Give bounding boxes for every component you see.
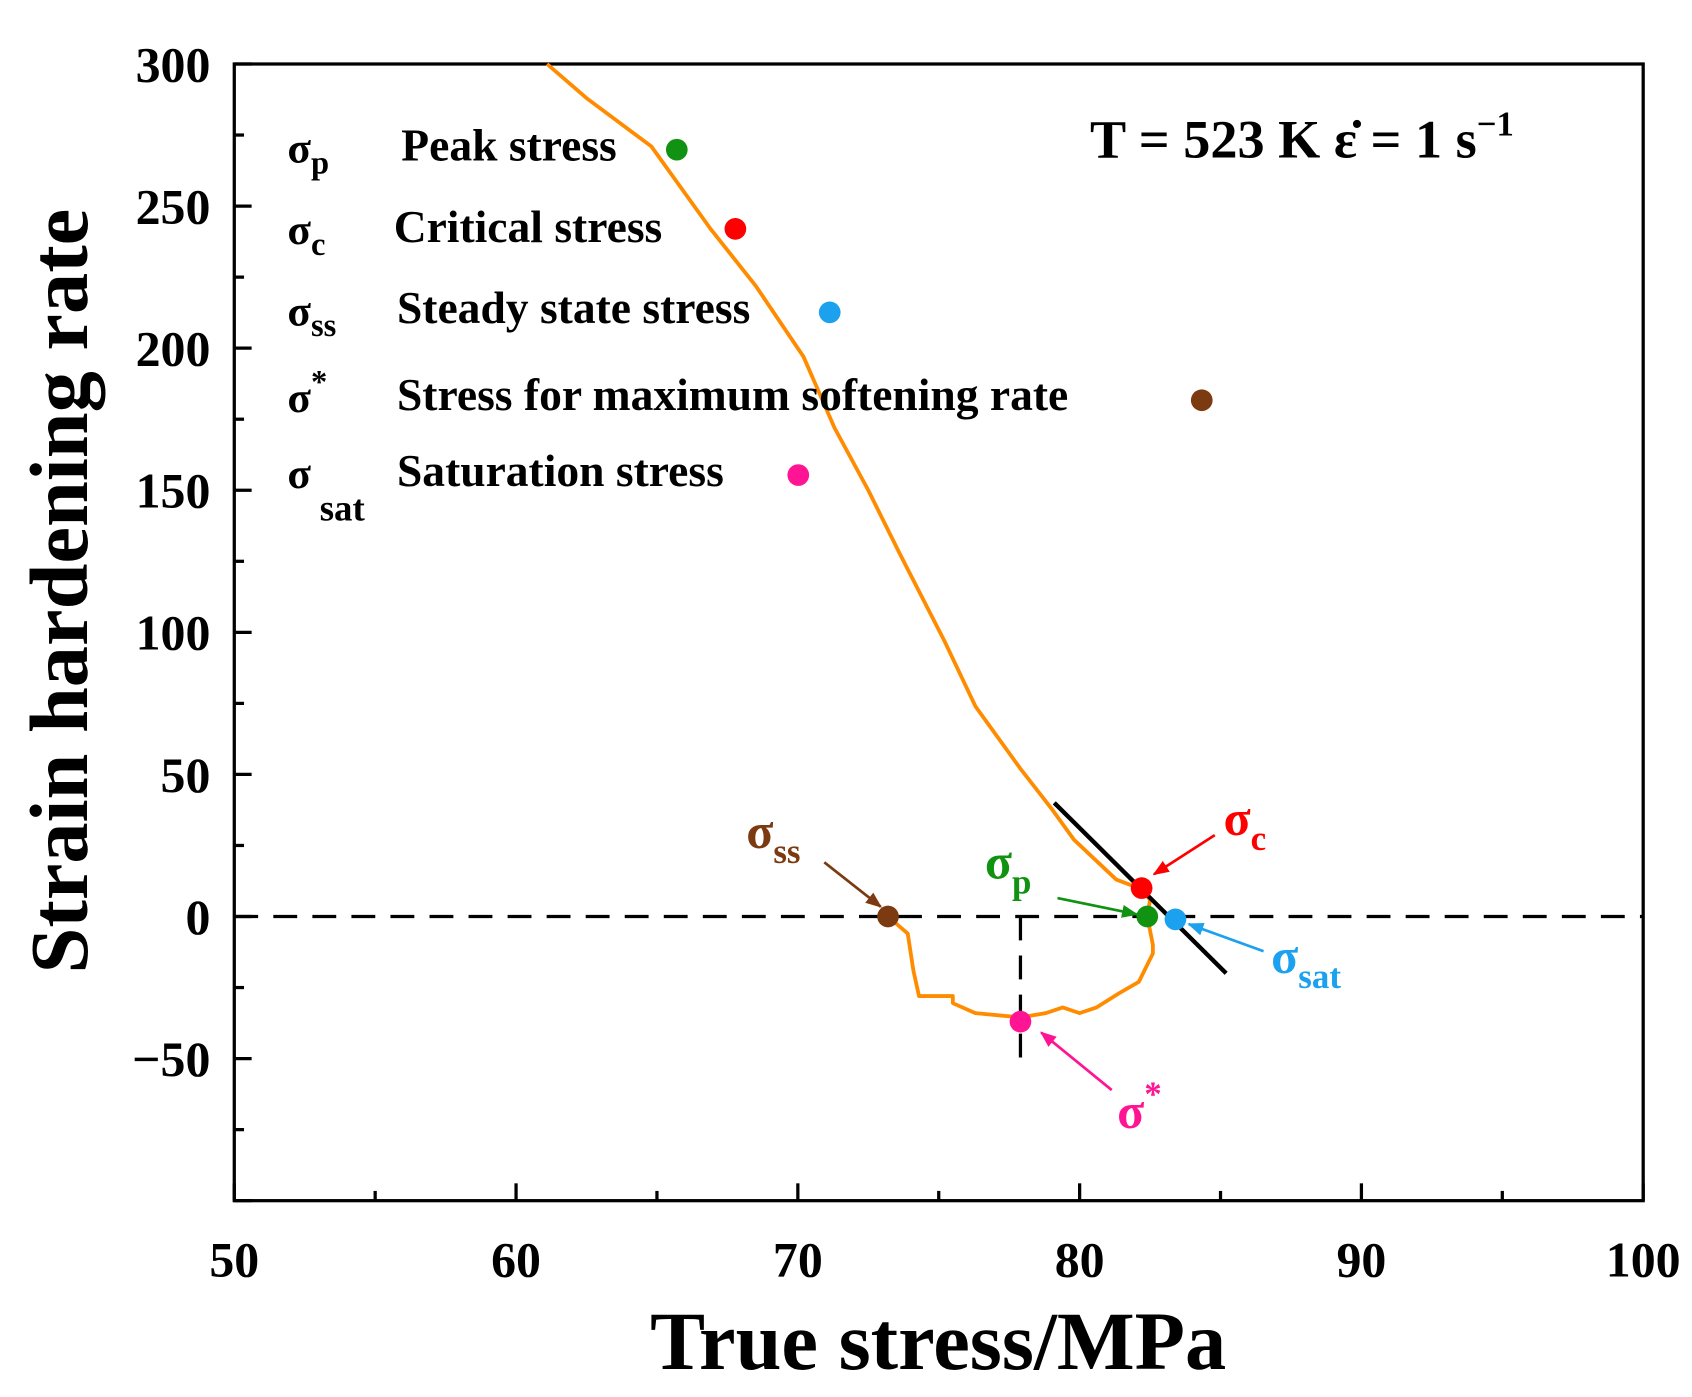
point-label-peak-subscript: p xyxy=(1012,863,1031,902)
point-label-steady-subscript: ss xyxy=(773,832,800,871)
legend-symbol-sigma: σ xyxy=(287,125,311,173)
x-axis-title: True stress/MPa xyxy=(650,1296,1226,1387)
x-tick-label: 100 xyxy=(1606,1233,1681,1288)
point-label-steady: σss xyxy=(746,804,800,871)
point-label-peak: σp xyxy=(985,835,1032,902)
y-tick-label: 0 xyxy=(185,890,210,945)
annotation-arrow-critical xyxy=(1152,834,1216,876)
legend-label: Steady state stress xyxy=(397,282,750,333)
annotation-arrow-max-softening xyxy=(1039,1031,1113,1092)
x-tick-label: 70 xyxy=(773,1233,823,1288)
y-tick-label: 50 xyxy=(161,748,211,803)
legend-marker xyxy=(1190,389,1213,412)
point-label-saturation-subscript: sat xyxy=(1298,957,1341,996)
legend-marker xyxy=(724,218,747,240)
legend-superscript: * xyxy=(311,365,327,401)
legend-symbol-sigma: σ xyxy=(287,206,311,254)
legend-symbol: σc xyxy=(287,206,325,263)
point-label-critical-symbol: σ xyxy=(1223,791,1250,846)
y-tick-label: 200 xyxy=(136,322,211,377)
point-label-steady-symbol: σ xyxy=(746,804,773,859)
condition-annotation: T = 523 K ε̇ = 1 s−1 xyxy=(1090,105,1514,170)
y-tick-label: 250 xyxy=(136,179,211,234)
point-label-max-softening-symbol: σ xyxy=(1117,1084,1144,1139)
legend-subscript: sat xyxy=(320,488,366,529)
x-tick-label: 60 xyxy=(491,1233,541,1288)
data-point-peak xyxy=(1136,905,1159,928)
data-point-max-softening xyxy=(1009,1010,1032,1033)
legend-label: Peak stress xyxy=(401,120,616,171)
point-label-max-softening: σ* xyxy=(1117,1075,1162,1139)
data-point-saturation xyxy=(1164,908,1187,931)
y-tick-label: −50 xyxy=(132,1032,210,1087)
y-tick-label: 150 xyxy=(136,464,211,519)
legend-marker xyxy=(818,301,841,324)
legend-label: Saturation stress xyxy=(397,445,724,496)
legend-symbol: σss xyxy=(287,287,336,344)
annotation-arrow-steady xyxy=(823,861,882,908)
x-tick-label: 50 xyxy=(209,1233,259,1288)
x-tick-label: 90 xyxy=(1336,1233,1386,1288)
point-label-peak-symbol: σ xyxy=(985,835,1012,890)
data-point-critical xyxy=(1130,877,1153,899)
annotation-arrow-saturation xyxy=(1187,922,1265,953)
legend-symbol-sigma: σ xyxy=(287,287,311,335)
x-tick-label: 80 xyxy=(1055,1233,1105,1288)
legend-symbol: σp xyxy=(287,125,329,182)
legend-symbol-sigma: σ xyxy=(287,374,311,422)
data-point-steady xyxy=(877,905,899,928)
y-tick-label: 300 xyxy=(136,37,211,92)
legend-marker xyxy=(665,138,688,161)
legend-marker xyxy=(787,464,810,486)
legend-label: Critical stress xyxy=(394,201,663,252)
point-label-critical-subscript: c xyxy=(1251,819,1267,858)
point-label-saturation: σsat xyxy=(1271,929,1341,996)
legend-symbol: σ* xyxy=(287,365,327,423)
legend-label: Stress for maximum softening rate xyxy=(397,369,1068,420)
annotation-arrow-peak xyxy=(1057,896,1139,918)
legend-symbol-sigma: σ xyxy=(287,450,311,498)
legend-subscript: p xyxy=(311,146,329,182)
y-axis-title: Strain hardening rate xyxy=(14,209,105,974)
point-label-critical: σc xyxy=(1223,791,1266,858)
point-label-max-softening-superscript: * xyxy=(1144,1075,1161,1114)
legend-symbol: σsat xyxy=(287,450,365,529)
legend-subscript: ss xyxy=(311,308,336,344)
legend-subscript: c xyxy=(311,227,325,263)
y-tick-label: 100 xyxy=(136,606,211,661)
point-label-saturation-symbol: σ xyxy=(1271,929,1298,984)
